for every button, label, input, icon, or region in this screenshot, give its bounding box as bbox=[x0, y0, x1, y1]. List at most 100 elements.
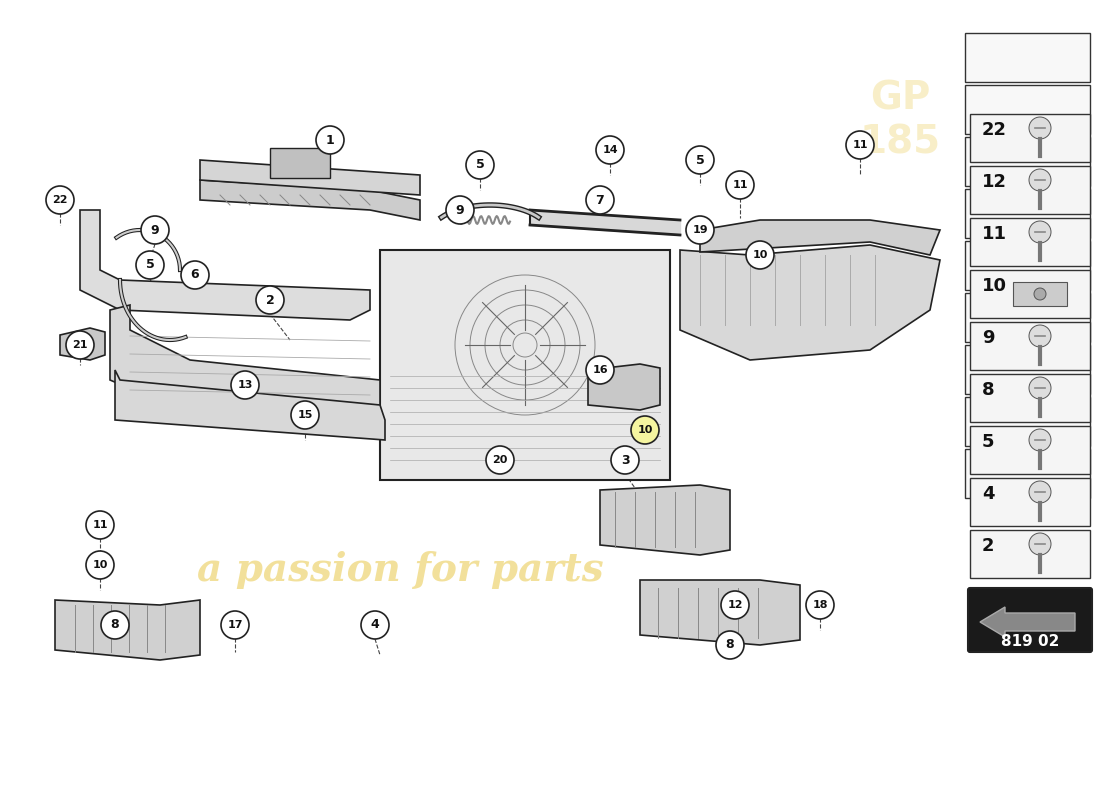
Text: 10: 10 bbox=[752, 250, 768, 260]
Text: 18: 18 bbox=[812, 600, 827, 610]
Text: GP
185: GP 185 bbox=[859, 79, 940, 161]
Circle shape bbox=[586, 356, 614, 384]
Circle shape bbox=[1028, 117, 1050, 139]
Circle shape bbox=[586, 186, 614, 214]
FancyBboxPatch shape bbox=[965, 33, 1090, 82]
Text: 5: 5 bbox=[475, 158, 484, 171]
Text: 1: 1 bbox=[326, 134, 334, 146]
Text: 8: 8 bbox=[726, 638, 735, 651]
Circle shape bbox=[1028, 377, 1050, 399]
Text: 11: 11 bbox=[733, 180, 748, 190]
FancyBboxPatch shape bbox=[970, 374, 1090, 422]
Text: 5: 5 bbox=[695, 154, 704, 166]
Circle shape bbox=[316, 126, 344, 154]
Text: a passion for parts: a passion for parts bbox=[197, 551, 603, 589]
Circle shape bbox=[446, 196, 474, 224]
Circle shape bbox=[86, 511, 114, 539]
Circle shape bbox=[141, 216, 169, 244]
Text: 10: 10 bbox=[637, 425, 652, 435]
Circle shape bbox=[1028, 169, 1050, 191]
Circle shape bbox=[1028, 429, 1050, 451]
Text: 19: 19 bbox=[692, 225, 707, 235]
FancyBboxPatch shape bbox=[970, 218, 1090, 266]
Text: 16: 16 bbox=[592, 365, 608, 375]
Text: 8: 8 bbox=[111, 618, 119, 631]
FancyBboxPatch shape bbox=[1013, 282, 1067, 306]
FancyBboxPatch shape bbox=[965, 137, 1090, 186]
Circle shape bbox=[231, 371, 258, 399]
Circle shape bbox=[182, 261, 209, 289]
Circle shape bbox=[1028, 481, 1050, 503]
Text: 12: 12 bbox=[727, 600, 742, 610]
Text: 4: 4 bbox=[982, 485, 994, 503]
Text: 9: 9 bbox=[151, 223, 160, 237]
Text: 13: 13 bbox=[238, 380, 253, 390]
FancyBboxPatch shape bbox=[970, 530, 1090, 578]
Text: 12: 12 bbox=[982, 173, 1007, 191]
Polygon shape bbox=[588, 364, 660, 410]
Circle shape bbox=[720, 591, 749, 619]
FancyBboxPatch shape bbox=[965, 397, 1090, 446]
Circle shape bbox=[46, 186, 74, 214]
Circle shape bbox=[631, 416, 659, 444]
Circle shape bbox=[596, 136, 624, 164]
Circle shape bbox=[846, 131, 874, 159]
Text: PARTS: PARTS bbox=[1005, 40, 1035, 50]
Polygon shape bbox=[110, 305, 379, 430]
Circle shape bbox=[1028, 533, 1050, 555]
Text: 10: 10 bbox=[92, 560, 108, 570]
FancyBboxPatch shape bbox=[270, 148, 330, 178]
FancyBboxPatch shape bbox=[965, 85, 1090, 134]
FancyArrow shape bbox=[980, 607, 1075, 637]
Polygon shape bbox=[60, 328, 104, 360]
Circle shape bbox=[746, 241, 774, 269]
Text: 2: 2 bbox=[265, 294, 274, 306]
FancyBboxPatch shape bbox=[970, 322, 1090, 370]
Circle shape bbox=[101, 611, 129, 639]
Text: 3: 3 bbox=[620, 454, 629, 466]
Circle shape bbox=[486, 446, 514, 474]
Polygon shape bbox=[680, 245, 940, 360]
Circle shape bbox=[292, 401, 319, 429]
Circle shape bbox=[256, 286, 284, 314]
Text: 5: 5 bbox=[145, 258, 154, 271]
Polygon shape bbox=[55, 600, 200, 660]
FancyBboxPatch shape bbox=[965, 345, 1090, 394]
FancyBboxPatch shape bbox=[970, 166, 1090, 214]
Circle shape bbox=[1028, 221, 1050, 243]
FancyBboxPatch shape bbox=[965, 241, 1090, 290]
Text: 8: 8 bbox=[982, 381, 994, 399]
Text: 17: 17 bbox=[228, 620, 243, 630]
FancyBboxPatch shape bbox=[968, 588, 1092, 652]
Text: 22: 22 bbox=[982, 121, 1007, 139]
FancyBboxPatch shape bbox=[970, 426, 1090, 474]
Circle shape bbox=[806, 591, 834, 619]
Text: 4: 4 bbox=[371, 618, 380, 631]
Text: 11: 11 bbox=[852, 140, 868, 150]
Circle shape bbox=[716, 631, 744, 659]
Text: 6: 6 bbox=[190, 269, 199, 282]
Text: 22: 22 bbox=[53, 195, 68, 205]
Circle shape bbox=[726, 171, 754, 199]
Polygon shape bbox=[600, 485, 730, 555]
Text: 2: 2 bbox=[982, 537, 994, 555]
Text: 11: 11 bbox=[92, 520, 108, 530]
Circle shape bbox=[66, 331, 94, 359]
Circle shape bbox=[466, 151, 494, 179]
Text: 9: 9 bbox=[982, 329, 994, 347]
Circle shape bbox=[1034, 288, 1046, 300]
Text: GENUINE: GENUINE bbox=[998, 60, 1043, 70]
Circle shape bbox=[136, 251, 164, 279]
Text: 11: 11 bbox=[982, 225, 1007, 243]
Circle shape bbox=[86, 551, 114, 579]
Text: 10: 10 bbox=[982, 277, 1007, 295]
FancyBboxPatch shape bbox=[965, 293, 1090, 342]
Circle shape bbox=[610, 446, 639, 474]
Polygon shape bbox=[200, 180, 420, 220]
Polygon shape bbox=[700, 220, 940, 255]
Circle shape bbox=[221, 611, 249, 639]
Polygon shape bbox=[640, 580, 800, 645]
Circle shape bbox=[686, 216, 714, 244]
Text: 5: 5 bbox=[982, 433, 994, 451]
FancyBboxPatch shape bbox=[970, 478, 1090, 526]
